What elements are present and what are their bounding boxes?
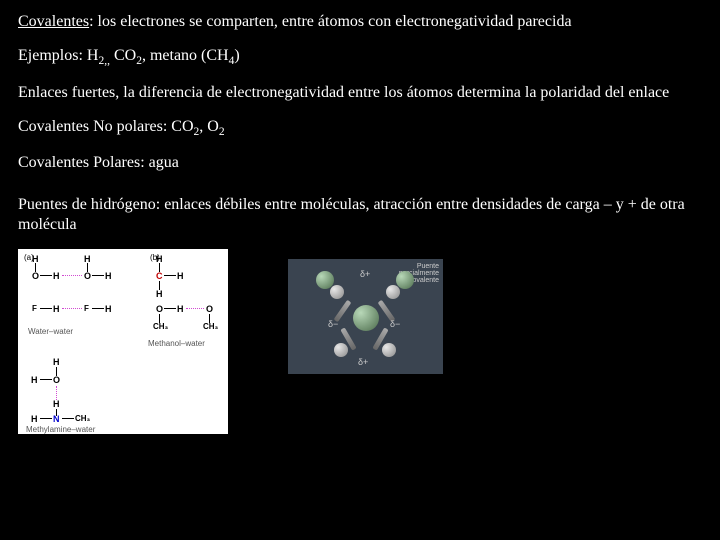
para-ejemplos: Ejemplos: H2,, CO2, metano (CH4) — [18, 46, 702, 69]
para-puentes: Puentes de hidrógeno: enlaces débiles en… — [18, 195, 702, 235]
hydrogen-atom-icon — [386, 285, 400, 299]
para-polares: Covalentes Polares: agua — [18, 153, 702, 173]
para-no-polares: Covalentes No polares: CO2, O2 — [18, 117, 702, 140]
image-row: (a) (b) O H O H H H C H H H F H F H O H — [18, 249, 702, 434]
hydrogen-atom-icon — [330, 285, 344, 299]
para-enlaces-fuertes: Enlaces fuertes, la diferencia de electr… — [18, 83, 702, 103]
hydrogen-atom-icon — [334, 343, 348, 357]
para-covalentes: Covalentes: los electrones se comparten,… — [18, 12, 702, 32]
water-hbond-3d-figure: Puente parcialmente covalente δ+ δ− δ− δ… — [288, 259, 443, 374]
hydrogen-atom-icon — [382, 343, 396, 357]
hbond-structures-figure: (a) (b) O H O H H H C H H H F H F H O H — [18, 249, 228, 434]
covalentes-heading: Covalentes — [18, 13, 89, 30]
covalentes-text: : los electrones se comparten, entre áto… — [89, 13, 571, 30]
oxygen-atom-icon — [353, 305, 379, 331]
